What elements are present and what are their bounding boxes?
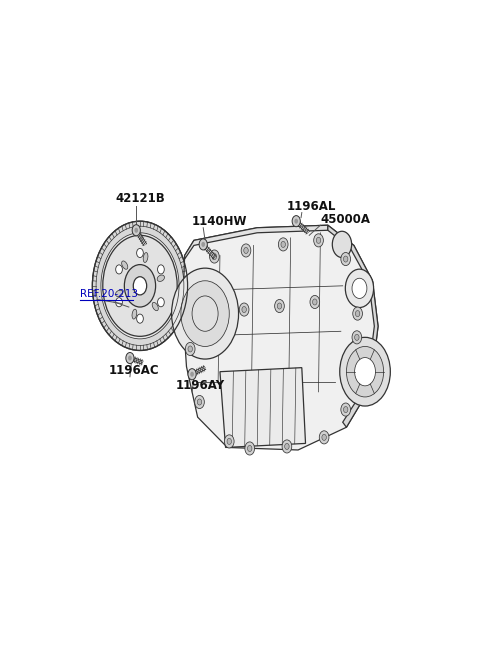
Circle shape <box>188 346 192 352</box>
Circle shape <box>188 369 196 380</box>
Circle shape <box>137 314 144 323</box>
Circle shape <box>355 335 359 340</box>
Ellipse shape <box>157 275 165 281</box>
Circle shape <box>344 256 348 262</box>
Circle shape <box>212 253 216 260</box>
Text: 45000A: 45000A <box>321 213 371 226</box>
Circle shape <box>341 403 350 416</box>
Circle shape <box>310 295 320 308</box>
Circle shape <box>345 269 373 308</box>
Circle shape <box>285 443 289 449</box>
Circle shape <box>277 303 282 309</box>
Circle shape <box>322 434 326 440</box>
Circle shape <box>282 440 292 453</box>
Circle shape <box>352 331 362 344</box>
Text: 1140HW: 1140HW <box>192 215 248 228</box>
Text: 1196AC: 1196AC <box>108 364 159 377</box>
Circle shape <box>124 264 156 307</box>
Circle shape <box>225 435 234 448</box>
Circle shape <box>248 445 252 451</box>
Circle shape <box>227 438 231 444</box>
Circle shape <box>240 303 249 316</box>
Circle shape <box>103 236 177 337</box>
Circle shape <box>316 237 321 243</box>
Circle shape <box>116 265 122 274</box>
Polygon shape <box>183 225 378 450</box>
Circle shape <box>340 337 390 406</box>
Circle shape <box>312 299 317 305</box>
Circle shape <box>137 249 144 258</box>
Circle shape <box>197 399 202 405</box>
Circle shape <box>245 442 254 455</box>
Circle shape <box>181 281 229 346</box>
Circle shape <box>355 358 375 386</box>
Circle shape <box>319 431 329 444</box>
Circle shape <box>132 225 140 236</box>
Polygon shape <box>328 225 378 427</box>
Circle shape <box>101 233 179 339</box>
Text: 1196AY: 1196AY <box>175 379 225 392</box>
Circle shape <box>92 221 188 350</box>
Circle shape <box>341 253 350 266</box>
Circle shape <box>242 306 246 313</box>
Text: REF.20-213: REF.20-213 <box>81 289 138 299</box>
Circle shape <box>281 241 286 247</box>
Circle shape <box>128 356 132 361</box>
Circle shape <box>126 352 134 363</box>
Circle shape <box>314 234 324 247</box>
Circle shape <box>347 346 384 397</box>
Polygon shape <box>220 367 305 447</box>
Circle shape <box>190 372 194 377</box>
Text: 42121B: 42121B <box>116 192 166 205</box>
Ellipse shape <box>152 302 158 311</box>
Circle shape <box>275 299 284 313</box>
Circle shape <box>116 298 122 307</box>
Circle shape <box>244 247 248 253</box>
Ellipse shape <box>132 309 137 319</box>
Ellipse shape <box>116 290 123 297</box>
Circle shape <box>172 268 239 359</box>
Circle shape <box>133 277 147 295</box>
Circle shape <box>344 407 348 413</box>
Circle shape <box>353 307 362 320</box>
Circle shape <box>278 238 288 251</box>
Circle shape <box>134 228 138 233</box>
Circle shape <box>294 218 298 224</box>
Circle shape <box>352 278 367 298</box>
Circle shape <box>195 396 204 409</box>
Circle shape <box>292 216 300 227</box>
Circle shape <box>202 242 205 247</box>
Circle shape <box>192 296 218 331</box>
Polygon shape <box>185 225 328 259</box>
Circle shape <box>157 298 164 307</box>
Circle shape <box>241 244 251 257</box>
Circle shape <box>332 232 352 258</box>
Circle shape <box>199 239 207 250</box>
Circle shape <box>355 310 360 317</box>
Circle shape <box>210 250 219 263</box>
Ellipse shape <box>121 261 128 269</box>
Circle shape <box>185 342 195 356</box>
Ellipse shape <box>143 253 148 262</box>
Circle shape <box>157 265 164 274</box>
Text: 1196AL: 1196AL <box>287 200 336 213</box>
